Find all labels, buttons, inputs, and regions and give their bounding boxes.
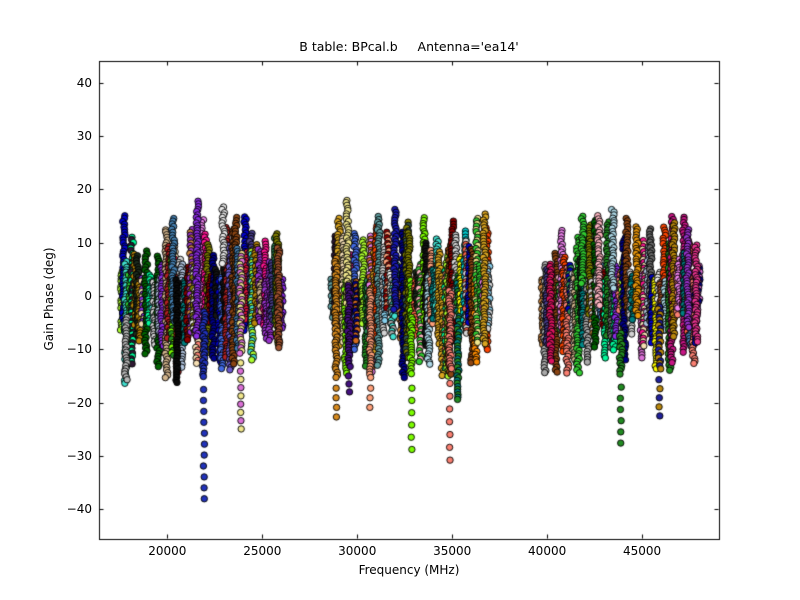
y-axis-label: Gain Phase (deg) bbox=[42, 247, 56, 351]
x-tick-label: 20000 bbox=[148, 544, 187, 558]
x-axis-label: Frequency (MHz) bbox=[358, 563, 460, 577]
x-tick-label: 25000 bbox=[243, 544, 282, 558]
y-tick-label: −20 bbox=[66, 395, 92, 410]
x-tick-label: 40000 bbox=[528, 544, 567, 558]
x-tick-label: 35000 bbox=[433, 544, 472, 558]
y-tick-label: −40 bbox=[66, 502, 92, 517]
plot-title: B table: BPcal.b Antenna='ea14' bbox=[299, 39, 519, 54]
y-tick-label: −30 bbox=[66, 448, 92, 463]
x-tick-label: 30000 bbox=[338, 544, 377, 558]
y-tick-label: 40 bbox=[76, 75, 92, 90]
x-tick-label: 45000 bbox=[622, 544, 662, 558]
y-tick-label: 0 bbox=[84, 289, 92, 303]
y-tick-label: −10 bbox=[66, 342, 92, 357]
y-tick-label: 30 bbox=[76, 129, 92, 144]
y-tick-label: 20 bbox=[76, 182, 92, 197]
y-tick-label: 10 bbox=[76, 235, 92, 250]
